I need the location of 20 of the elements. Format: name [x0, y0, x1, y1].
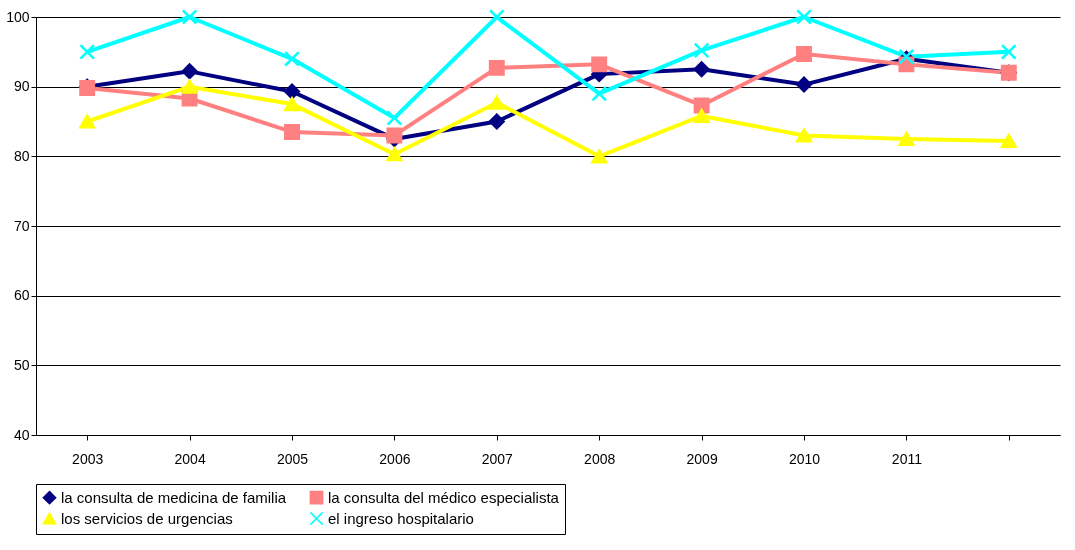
y-tick-label: 40: [13, 426, 30, 443]
x-tick-label: 2008: [584, 450, 616, 467]
x-tick-label: 2003: [72, 450, 104, 467]
x-tick-label: 2004: [174, 450, 206, 467]
legend-label: la consulta del médico especialista: [328, 488, 560, 506]
legend-label: los servicios de urgencias: [61, 509, 233, 527]
x-tick-label: 2011: [891, 450, 923, 467]
legend-label: la consulta de medicina de familia: [61, 488, 287, 506]
legend-label: el ingreso hospitalario: [328, 509, 474, 527]
y-tick-label: 100: [6, 8, 30, 25]
x-tick-label: 2010: [788, 450, 821, 467]
y-tick-label: 70: [13, 217, 30, 234]
x-tick-label: 2005: [276, 450, 309, 467]
y-tick-label: 80: [13, 147, 30, 164]
x-tick-label: 2009: [686, 450, 718, 467]
y-tick-label: 60: [13, 287, 30, 304]
y-tick-label: 90: [13, 78, 30, 95]
x-tick-label: 2006: [379, 450, 411, 467]
y-tick-label: 50: [13, 356, 30, 373]
x-tick-label: 2007: [481, 450, 514, 467]
